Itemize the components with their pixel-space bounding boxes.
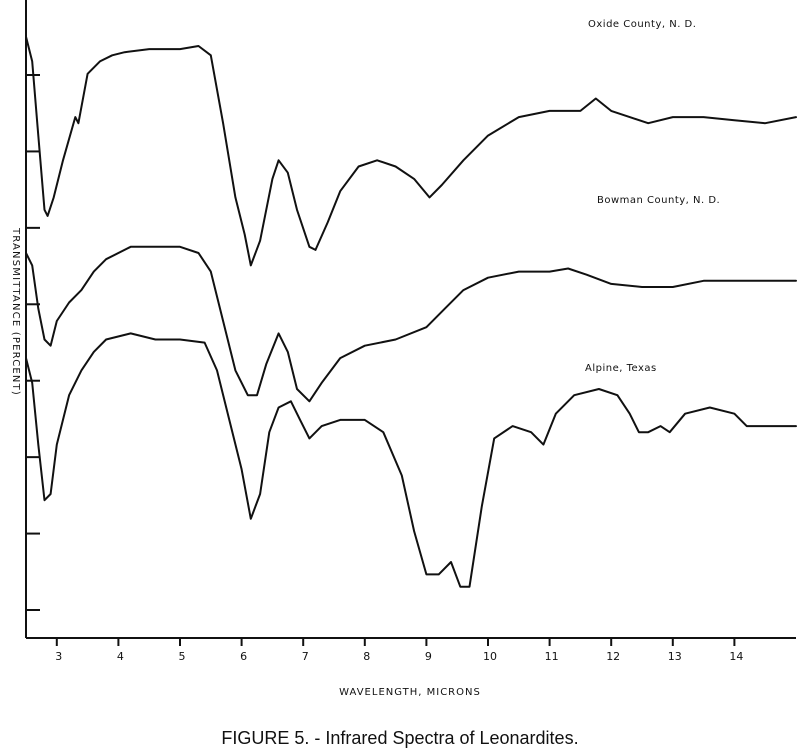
series-lines [25, 35, 797, 588]
series-label-alpine-texas: Alpine, Texas [585, 363, 657, 374]
x-tick-label: 10 [483, 650, 497, 663]
series-labels: Oxide County, N. D. Bowman County, N. D.… [585, 19, 720, 374]
x-axis-tick-labels: 3 4 5 6 7 8 9 10 11 12 13 14 [55, 650, 743, 663]
x-tick-label: 7 [302, 650, 309, 663]
x-tick-label: 13 [668, 650, 682, 663]
x-tick-label: 3 [55, 650, 62, 663]
x-tick-label: 6 [240, 650, 247, 663]
series-label-bowman-county: Bowman County, N. D. [597, 195, 720, 206]
y-axis-ticks [26, 74, 40, 611]
x-tick-label: 4 [117, 650, 124, 663]
series-line-2 [25, 332, 797, 588]
figure-caption: FIGURE 5. - Infrared Spectra of Leonardi… [221, 728, 579, 748]
x-tick-label: 5 [179, 650, 186, 663]
series-line-1 [25, 245, 797, 403]
x-tick-label: 11 [545, 650, 559, 663]
x-tick-label: 9 [425, 650, 432, 663]
y-axis-title: TRANSMITTANCE (PERCENT) [10, 227, 21, 396]
series-line-0 [25, 35, 797, 267]
x-tick-label: 14 [729, 650, 743, 663]
x-axis-title: WAVELENGTH, MICRONS [339, 687, 481, 698]
chart-axes [25, 0, 796, 639]
series-label-oxide-county: Oxide County, N. D. [588, 19, 696, 30]
x-tick-label: 12 [606, 650, 620, 663]
x-axis-ticks [55, 638, 736, 646]
x-tick-label: 8 [363, 650, 370, 663]
